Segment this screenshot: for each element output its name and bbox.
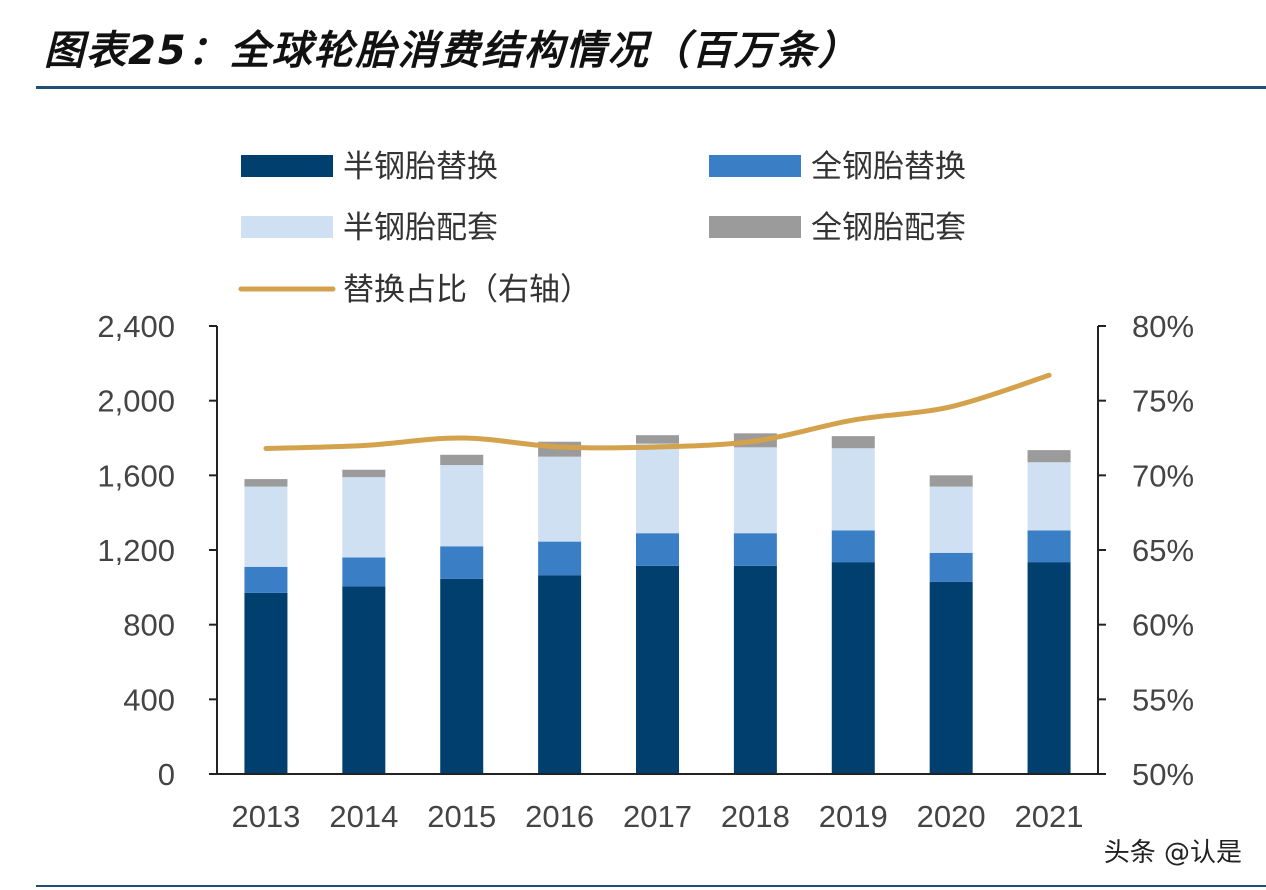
ratio-line <box>263 372 1052 451</box>
bar-segment-3 <box>244 486 288 567</box>
bar-segment-2 <box>244 566 288 593</box>
chart-title: 图表25：全球轮胎消费结构情况（百万条） <box>44 28 860 74</box>
bar-segment-1 <box>1027 562 1071 774</box>
legend-swatch <box>709 216 801 238</box>
bar-segment-4 <box>636 435 679 444</box>
left-tick-label: 800 <box>123 608 175 643</box>
left-tick-label: 2,000 <box>97 384 175 419</box>
bar-segment-3 <box>440 465 484 547</box>
x-axis: 2013 2014 2015 2016 2017 2018 2019 2020 2021 <box>217 773 1098 834</box>
right-tick-label: 60% <box>1132 608 1194 643</box>
x-tick-label: 2019 <box>819 799 888 834</box>
legend-label: 半钢胎配套 <box>343 210 498 246</box>
bar-segment-2 <box>342 557 386 587</box>
bar-segment-2 <box>440 546 484 579</box>
bar-segment-3 <box>636 443 679 534</box>
bar-segment-2 <box>929 552 973 582</box>
legend-label: 全钢胎替换 <box>811 149 966 185</box>
legend-label: 全钢胎配套 <box>811 210 966 246</box>
x-tick-label: 2018 <box>721 799 790 834</box>
x-tick-label: 2021 <box>1015 799 1084 834</box>
bar-segment-3 <box>342 477 386 558</box>
bar-segment-1 <box>440 578 484 774</box>
legend-swatch <box>241 216 333 238</box>
bar-segment-1 <box>244 592 288 774</box>
bar-segment-4 <box>244 479 288 487</box>
bar-segment-4 <box>440 454 484 466</box>
right-tick-label: 65% <box>1132 533 1194 568</box>
bar-segment-1 <box>929 581 973 774</box>
bar-segment-2 <box>538 541 582 576</box>
left-tick-label: 0 <box>158 757 175 792</box>
right-tick-label: 55% <box>1132 682 1194 717</box>
bar-segment-4 <box>831 436 875 449</box>
x-tick-label: 2013 <box>231 799 300 834</box>
right-tick-label: 70% <box>1132 458 1194 493</box>
right-tick-label: 80% <box>1132 309 1194 344</box>
bar-segment-4 <box>1027 450 1071 463</box>
bar-segment-2 <box>733 533 777 566</box>
bar-segment-1 <box>538 575 582 774</box>
legend-swatch <box>709 155 801 177</box>
ratio-line-layer <box>263 372 1052 451</box>
bars <box>244 433 1071 774</box>
watermark: 头条 @认是 <box>1103 838 1242 868</box>
x-tick-label: 2014 <box>329 799 398 834</box>
bar-segment-1 <box>733 565 777 774</box>
bottom-divider <box>36 885 1266 887</box>
x-tick-label: 2017 <box>623 799 692 834</box>
bar-segment-1 <box>342 586 386 774</box>
legend-swatch <box>241 155 333 177</box>
legend-label: 替换占比（右轴） <box>343 272 591 308</box>
left-tick-label: 2,400 <box>97 309 175 344</box>
bar-segment-2 <box>1027 530 1071 563</box>
right-axis: 50% 55% 60% 65% 70% 75% 80% <box>1097 309 1194 792</box>
bar-segment-2 <box>636 533 679 566</box>
x-tick-label: 2020 <box>917 799 986 834</box>
bar-segment-4 <box>342 469 386 478</box>
bar-segment-3 <box>733 447 777 534</box>
x-tick-label: 2015 <box>427 799 496 834</box>
bar-segment-3 <box>538 456 582 542</box>
title-divider <box>36 86 1266 89</box>
bar-segment-4 <box>929 475 973 487</box>
left-tick-label: 400 <box>123 682 175 717</box>
bar-segment-3 <box>929 486 973 553</box>
bar-segment-2 <box>831 530 875 563</box>
left-axis: 0 400 800 1,200 1,600 2,000 2,400 <box>97 309 218 792</box>
legend-label: 半钢胎替换 <box>343 149 498 185</box>
bar-segment-1 <box>636 565 679 774</box>
right-tick-label: 75% <box>1132 384 1194 419</box>
bar-segment-3 <box>831 448 875 531</box>
bar-segment-3 <box>1027 462 1071 531</box>
x-tick-label: 2016 <box>525 799 594 834</box>
right-tick-label: 50% <box>1132 757 1194 792</box>
left-tick-label: 1,200 <box>97 533 175 568</box>
left-tick-label: 1,600 <box>97 458 175 493</box>
bar-segment-1 <box>831 562 875 774</box>
